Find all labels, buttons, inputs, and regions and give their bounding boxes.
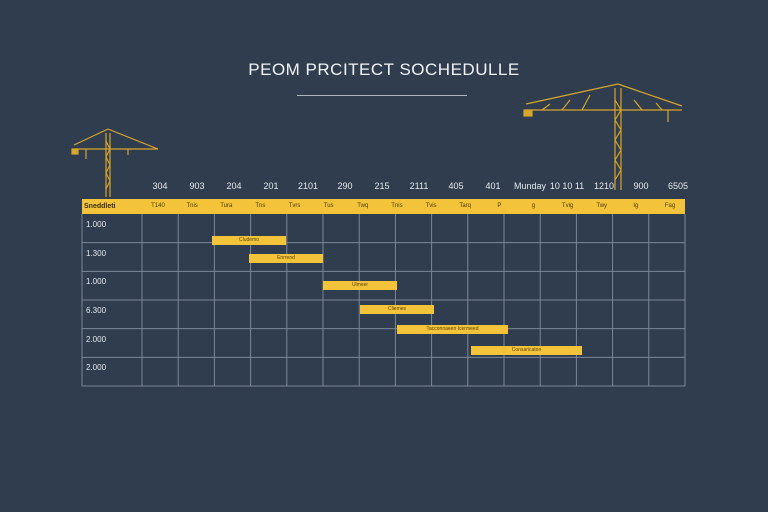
column-heading: 903 (189, 181, 205, 191)
column-heading: 1210 (593, 181, 615, 191)
band-cell-label: Tus (323, 203, 334, 209)
column-heading: Munday (513, 181, 547, 191)
band-cell-label: P (497, 203, 502, 209)
row-label: 6.300 (86, 306, 107, 315)
row-label: 2.000 (86, 363, 107, 373)
band-cell-label: Tarq (459, 203, 472, 209)
row-label: 1.300 (86, 248, 107, 258)
band-cell-label: g (531, 203, 536, 209)
task-bar: Enrrend (249, 254, 323, 263)
title-divider (297, 95, 467, 96)
band-cell-label: Tnis (186, 203, 198, 209)
band-cell-label: Fag (664, 203, 676, 209)
crane-right-icon (523, 83, 683, 190)
column-heading: 6505 (667, 181, 689, 191)
row-label: 1.000 (86, 220, 107, 229)
header-band (82, 199, 685, 214)
row-label: 1.000 (86, 277, 107, 287)
band-cell-label: Tvrs (288, 203, 301, 209)
column-heading: 2101 (297, 181, 319, 191)
band-cell-label: T140 (151, 203, 165, 209)
task-bar: Cludemo (212, 236, 286, 245)
column-heading: 304 (152, 181, 168, 191)
column-heading: 900 (633, 181, 649, 191)
task-bar: Consaricaton (471, 346, 582, 355)
column-heading: 10 10 11 (549, 181, 585, 191)
band-cell-label: Twq (357, 203, 369, 209)
band-cell-label: Tns (255, 203, 266, 209)
band-cell-label: Tnis (391, 203, 403, 209)
task-bar: Cliemes (360, 305, 434, 314)
row-label: 2.000 (86, 334, 107, 344)
column-heading: 401 (485, 181, 501, 191)
chart-title: PEOM PRCITECT SOCHEDULLE (248, 60, 520, 79)
band-cell-label: Ig (633, 203, 639, 209)
column-heading: 2111 (409, 181, 429, 191)
task-bar: Ulmeer (323, 281, 397, 290)
band-cell-label: Tura (220, 203, 233, 209)
task-bar: Tacconnaeen Icermeed (397, 325, 508, 334)
band-cell-label: Twy (596, 203, 608, 209)
band-cell-label: Tvis (425, 203, 437, 209)
band-cell-label: Tvig (561, 203, 574, 209)
crane-left-icon (71, 128, 159, 197)
column-heading: 405 (448, 181, 464, 191)
column-heading: 215 (374, 181, 390, 191)
column-heading: 290 (337, 181, 353, 191)
column-heading: 201 (263, 181, 279, 191)
column-heading: 204 (226, 181, 242, 191)
header-band-label: Sneddleti (84, 203, 116, 210)
